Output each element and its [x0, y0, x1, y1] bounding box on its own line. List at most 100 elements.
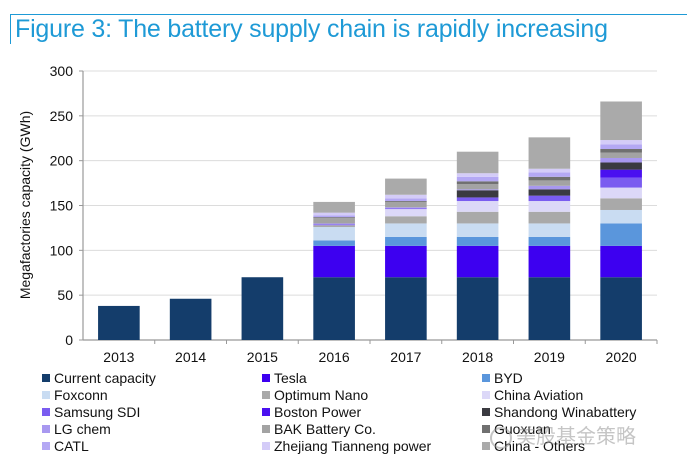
legend-label: China Aviation — [494, 387, 584, 403]
x-tick-label: 2013 — [103, 349, 134, 365]
legend-item: LG chem — [42, 421, 111, 437]
bar-segment-foxconn-2017 — [385, 223, 427, 237]
y-tick-label: 300 — [50, 63, 74, 79]
legend-item: Samsung SDI — [42, 404, 140, 420]
title-border — [10, 14, 11, 44]
bar-segment-samsung-sdi-2017 — [385, 208, 427, 210]
legend-label: Samsung SDI — [54, 404, 141, 420]
bar-segment-current-capacity-2014 — [169, 298, 212, 340]
bar-segment-byd-2019 — [528, 236, 571, 246]
bar-segment-tesla-2018 — [456, 245, 499, 278]
bar-segment-bak-battery-co--2016 — [313, 218, 355, 224]
legend-label: Shandong Winabattery — [494, 404, 637, 420]
bar-segment-lg-chem-2016 — [313, 223, 355, 225]
bar-segment-current-capacity-2013 — [98, 305, 140, 340]
bar-segment-zhejiang-tianneng-power-2020 — [600, 140, 642, 145]
bar-segment-current-capacity-2020 — [600, 277, 642, 340]
watermark: 美股基金策略 — [490, 420, 636, 449]
legend-item: Shandong Winabattery — [482, 404, 636, 420]
legend-swatch — [42, 425, 50, 433]
bar-segment-shandong-winabattery-2020 — [600, 162, 642, 170]
legend-swatch — [262, 442, 270, 450]
bar-segment-china-aviation-2020 — [600, 187, 642, 199]
bar-segment-byd-2017 — [385, 236, 427, 246]
legend-swatch — [42, 408, 50, 416]
legend-label: Zhejiang Tianneng power — [274, 438, 432, 454]
tick-labels: 0 50 100 150 200 250 300 2013 2014 2015 2016 2017 20… — [50, 63, 637, 365]
legend-swatch — [42, 374, 50, 382]
bar-segment-bak-battery-co--2019 — [528, 180, 571, 186]
legend-label: LG chem — [54, 421, 111, 437]
y-tick-label: 100 — [50, 242, 74, 258]
bar-segment-catl-2019 — [528, 172, 571, 177]
bar-segment-current-capacity-2017 — [385, 277, 427, 340]
bar-segment-optimum-nano-2018 — [456, 211, 499, 224]
legend-label: CATL — [54, 438, 89, 454]
bar-segment-zhejiang-tianneng-power-2017 — [385, 194, 427, 199]
bar-segment-guoxuan-2019 — [528, 176, 571, 181]
legend-item: China - Others — [482, 438, 585, 454]
watermark-text: 美股基金策略 — [516, 424, 636, 448]
bar-segment-boston-power-2020 — [600, 169, 642, 178]
legend-item: Foxconn — [42, 387, 108, 403]
legend-swatch — [482, 391, 490, 399]
bar-segment-catl-2016 — [313, 215, 355, 218]
x-tick-label: 2014 — [175, 349, 206, 365]
bar-segment-china-others-2018 — [456, 151, 499, 174]
bar-segment-zhejiang-tianneng-power-2019 — [528, 168, 571, 173]
bar-segment-tesla-2017 — [385, 245, 427, 278]
legend-item: Optimum Nano — [262, 387, 368, 403]
bar-segment-byd-2016 — [313, 240, 355, 246]
legend-swatch — [262, 374, 270, 382]
y-tick-label: 0 — [65, 332, 73, 348]
bar-segment-optimum-nano-2020 — [600, 198, 642, 210]
legend-swatch — [262, 425, 270, 433]
bar-segment-guoxuan-2017 — [385, 201, 427, 202]
y-tick-label: 250 — [50, 108, 74, 124]
bar-segment-tesla-2020 — [600, 245, 642, 278]
watermark-logo-icon — [490, 426, 512, 449]
legend-item: Current capacity — [42, 370, 156, 386]
legend-swatch — [482, 442, 490, 450]
bar-segment-china-others-2016 — [313, 201, 355, 213]
legend-label: Optimum Nano — [274, 387, 369, 403]
bar-segment-current-capacity-2018 — [456, 277, 499, 340]
bar-segment-byd-2020 — [600, 223, 642, 246]
bar-segment-shandong-winabattery-2019 — [528, 189, 571, 196]
bar-segment-samsung-sdi-2018 — [456, 197, 499, 202]
legend-label: BAK Battery Co. — [274, 421, 376, 437]
legend-label: Foxconn — [54, 387, 108, 403]
bar-segment-catl-2017 — [385, 198, 427, 202]
figure-title: Figure 3: The battery supply chain is ra… — [15, 15, 608, 43]
x-tick-label: 2017 — [390, 349, 421, 365]
axes — [79, 70, 658, 344]
bar-segment-foxconn-2018 — [456, 223, 499, 237]
bar-segment-bak-battery-co--2018 — [456, 183, 499, 190]
legend-swatch — [482, 408, 490, 416]
x-tick-label: 2020 — [606, 349, 637, 365]
bar-segment-china-aviation-2019 — [528, 201, 571, 212]
bar-segment-lg-chem-2020 — [600, 157, 642, 163]
bars — [98, 101, 642, 340]
bar-segment-lg-chem-2019 — [528, 185, 571, 190]
bar-segment-shandong-winabattery-2018 — [456, 190, 499, 198]
title-rule — [10, 14, 687, 15]
legend-item: BYD — [482, 370, 523, 386]
bar-segment-samsung-sdi-2019 — [528, 195, 571, 202]
legend-swatch — [42, 391, 50, 399]
bar-segment-guoxuan-2020 — [600, 149, 642, 153]
x-tick-label: 2016 — [319, 349, 350, 365]
bar-segment-china-aviation-2017 — [385, 209, 427, 217]
legend-label: Current capacity — [54, 370, 156, 386]
legend-swatch — [482, 374, 490, 382]
x-tick-label: 2015 — [247, 349, 278, 365]
bar-segment-current-capacity-2015 — [241, 277, 284, 340]
bar-segment-zhejiang-tianneng-power-2018 — [456, 173, 499, 177]
bar-segment-zhejiang-tianneng-power-2016 — [313, 212, 355, 216]
bar-segment-china-others-2019 — [528, 137, 571, 169]
bar-segment-optimum-nano-2017 — [385, 216, 427, 224]
y-tick-label: 200 — [50, 153, 74, 169]
bar-segment-lg-chem-2018 — [456, 189, 499, 191]
gridlines — [83, 70, 657, 296]
